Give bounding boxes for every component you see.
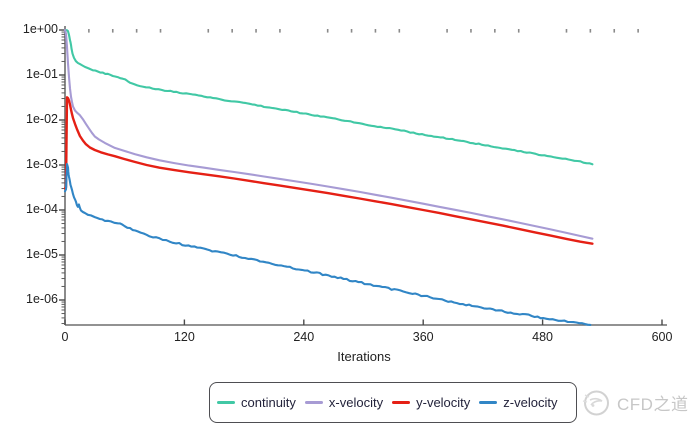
x-axis-tick-label: 600 <box>651 330 673 344</box>
legend-item-x-velocity: x-velocity <box>304 395 384 410</box>
watermark: CFD之道 <box>579 386 691 419</box>
x-axis-tick-label: 480 <box>532 330 554 344</box>
legend-item-y-velocity: y-velocity <box>392 395 470 410</box>
curve-z-velocity <box>63 163 592 326</box>
y-axis-tick-label: 1e-03 <box>26 157 58 171</box>
y-axis-tick-label: 1e-02 <box>26 112 58 126</box>
legend-swatch-continuity <box>217 401 235 404</box>
legend-swatch-z-velocity <box>479 401 498 404</box>
curve-x-velocity <box>63 28 594 240</box>
legend-swatch-y-velocity <box>392 401 411 404</box>
x-axis-tick-label: 240 <box>293 330 315 344</box>
legend-label: x-velocity <box>328 395 384 410</box>
legend-box: continuity x-velocity y-velocity z-velocity <box>209 382 577 423</box>
y-axis-tick-label: 1e-06 <box>26 292 58 306</box>
cfd-logo-icon <box>582 390 609 416</box>
y-axis-tick-label: 1e-05 <box>26 247 58 261</box>
curve-y-velocity <box>63 96 594 245</box>
legend-label: continuity <box>241 395 296 410</box>
y-axis-tick-label: 1e-04 <box>26 202 58 216</box>
curve-continuity <box>63 28 594 166</box>
legend-item-z-velocity: z-velocity <box>479 395 557 410</box>
y-axis-tick-label: 1e-01 <box>26 67 58 81</box>
x-axis-title: Iterations <box>337 349 391 364</box>
x-axis-tick-label: 120 <box>173 330 195 344</box>
legend-swatch-x-velocity <box>304 401 323 404</box>
x-axis-tick-label: 360 <box>412 330 434 344</box>
legend-label: z-velocity <box>503 395 558 410</box>
x-axis-tick-label: 0 <box>61 330 69 344</box>
legend-item-continuity: continuity <box>217 395 296 410</box>
y-axis-tick-label: 1e+00 <box>22 22 58 36</box>
legend-label: y-velocity <box>416 395 471 410</box>
watermark-text: CFD之道 <box>617 395 689 414</box>
